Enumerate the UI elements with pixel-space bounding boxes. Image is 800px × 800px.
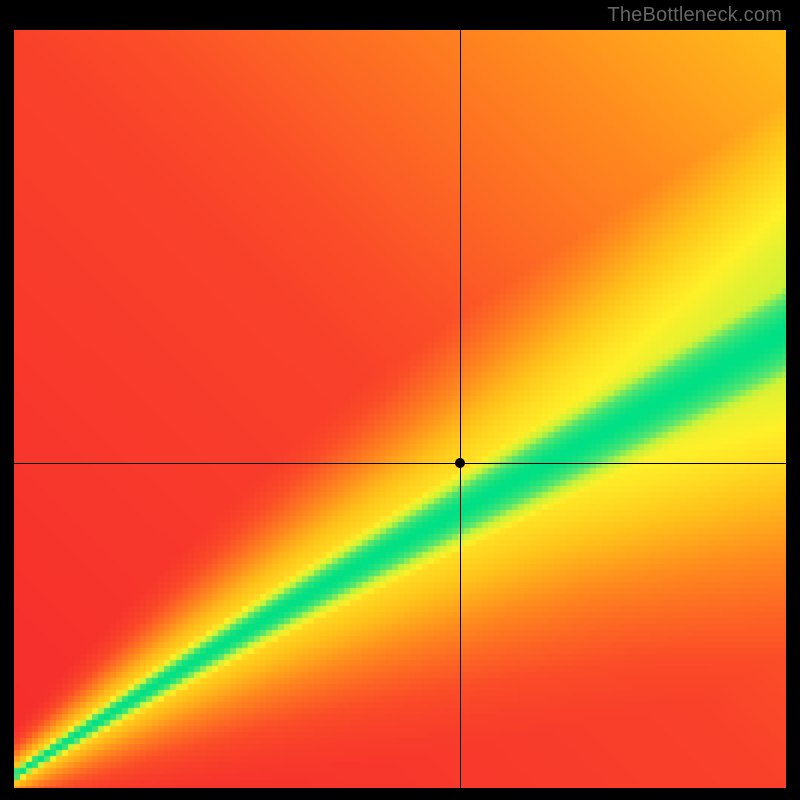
crosshair-marker bbox=[455, 458, 465, 468]
crosshair-horizontal bbox=[14, 463, 786, 464]
watermark-text: TheBottleneck.com bbox=[607, 4, 782, 27]
heatmap-canvas bbox=[14, 30, 786, 788]
crosshair-vertical bbox=[460, 30, 461, 788]
heatmap-plot bbox=[14, 30, 786, 788]
chart-container: TheBottleneck.com bbox=[0, 0, 800, 800]
